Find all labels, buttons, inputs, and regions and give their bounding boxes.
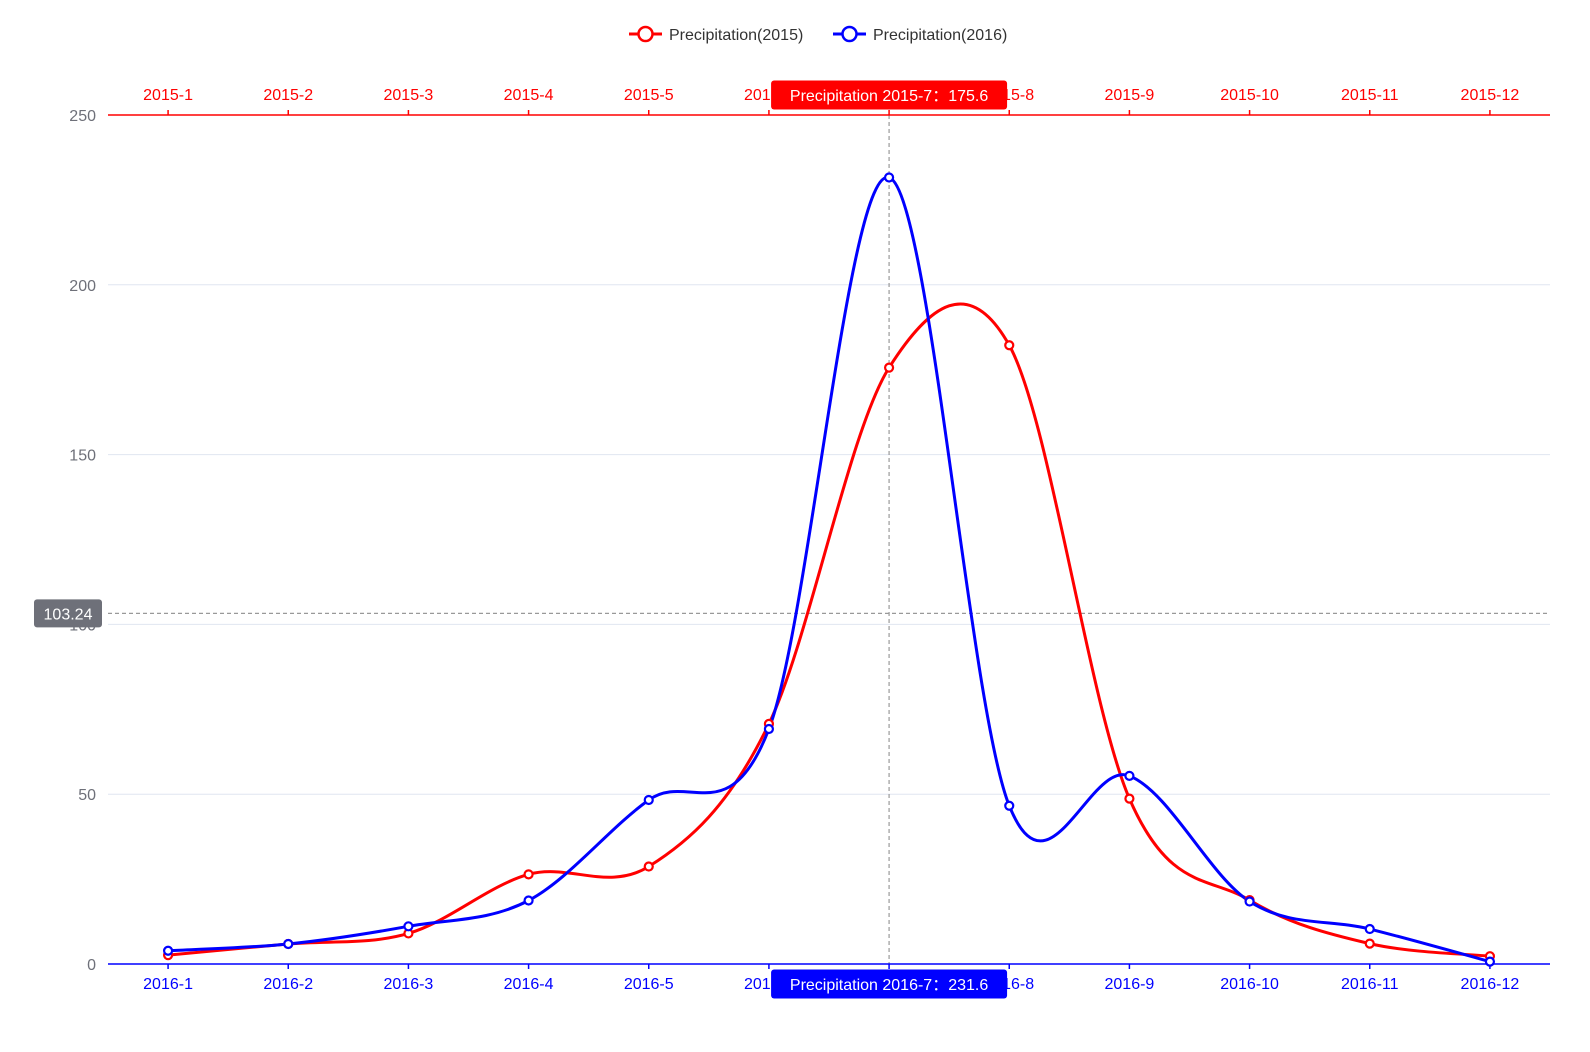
data-point-2015[interactable] [643, 861, 654, 872]
y-tick-label: 0 [87, 957, 96, 974]
data-point-2016[interactable] [883, 172, 895, 183]
data-point-2016[interactable] [1244, 896, 1255, 907]
x-tick-label-top: 2015-11 [1341, 87, 1399, 104]
series-line-2016 [167, 175, 1491, 964]
axis-pointer-labels: Precipitation 2015-7：175.6 Precipitation … [34, 80, 1008, 999]
data-point-2016[interactable] [643, 794, 654, 806]
data-point-2016[interactable] [283, 938, 294, 950]
circle-line-icon [833, 25, 866, 43]
data-point-2016[interactable] [1124, 770, 1135, 781]
data-point-2015[interactable] [883, 362, 895, 373]
y-axis: 050100150200250 [69, 108, 96, 974]
x-tick-label-bottom: 2016-2 [263, 976, 313, 993]
legend-item-2015[interactable]: Precipitation(2015) [629, 25, 803, 44]
crosshair [108, 115, 1550, 964]
x-tick-label-bottom: 2016-11 [1341, 976, 1399, 993]
legend-item-2016[interactable]: Precipitation(2016) [833, 25, 1007, 44]
data-point-2015[interactable] [1124, 793, 1135, 804]
y-tick-label: 50 [78, 787, 96, 804]
data-point-2016[interactable] [523, 895, 534, 906]
x-tick-label-top: 2015-12 [1461, 87, 1520, 104]
data-point-2015[interactable] [1364, 938, 1375, 949]
x-tick-label-bottom: 2016-12 [1461, 976, 1520, 993]
data-point-2016[interactable] [403, 921, 414, 932]
x-tick-label-top: 2015-2 [263, 87, 313, 104]
data-point-2016[interactable] [1484, 956, 1496, 967]
x-tick-label-top: 2015-3 [384, 87, 434, 104]
x-tick-label-bottom: 2016-1 [143, 976, 193, 993]
y-tick-label: 200 [69, 278, 96, 295]
x-tick-label-top: 2015-1 [143, 87, 193, 104]
legend[interactable]: Precipitation(2015) Precipitation(2016) [629, 25, 1007, 44]
x-tick-label-top: 2015-4 [504, 87, 554, 104]
x-tick-label-top: 2015-5 [624, 87, 674, 104]
x-tick-label-bottom: 2016-9 [1105, 976, 1155, 993]
data-point-2015[interactable] [523, 869, 534, 880]
grid-lines [108, 284, 1550, 795]
legend-label: Precipitation(2015) [669, 27, 803, 44]
x-tick-label-top: 2015-10 [1220, 87, 1279, 104]
y-tick-label: 150 [69, 448, 96, 465]
pointer-label-y-text: 103.24 [44, 606, 93, 623]
x-tick-label-bottom: 2016-4 [504, 976, 554, 993]
pointer-label-top-box [771, 80, 1008, 110]
data-point-2016[interactable] [763, 723, 775, 735]
pointer-label-y-box [34, 599, 102, 628]
pointer-label-bottom-text: Precipitation 2016-7：231.6 [790, 977, 988, 994]
pointer-label-top-text: Precipitation 2015-7：175.6 [790, 88, 988, 105]
legend-label: Precipitation(2016) [873, 27, 1007, 44]
data-point-2016[interactable] [1004, 800, 1015, 811]
circle-line-icon [629, 25, 662, 43]
y-tick-label: 250 [69, 108, 96, 125]
x-tick-label-bottom: 2016-5 [624, 976, 674, 993]
series-lines [162, 172, 1496, 967]
x-tick-label-bottom: 2016-10 [1220, 976, 1279, 993]
x-tick-label-bottom: 2016-3 [384, 976, 434, 993]
data-point-2016[interactable] [1364, 923, 1375, 935]
x-tick-label-top: 2015-9 [1105, 87, 1155, 104]
data-point-2015[interactable] [1004, 340, 1015, 351]
data-point-2016[interactable] [162, 945, 174, 956]
pointer-label-bottom-box [771, 969, 1008, 999]
